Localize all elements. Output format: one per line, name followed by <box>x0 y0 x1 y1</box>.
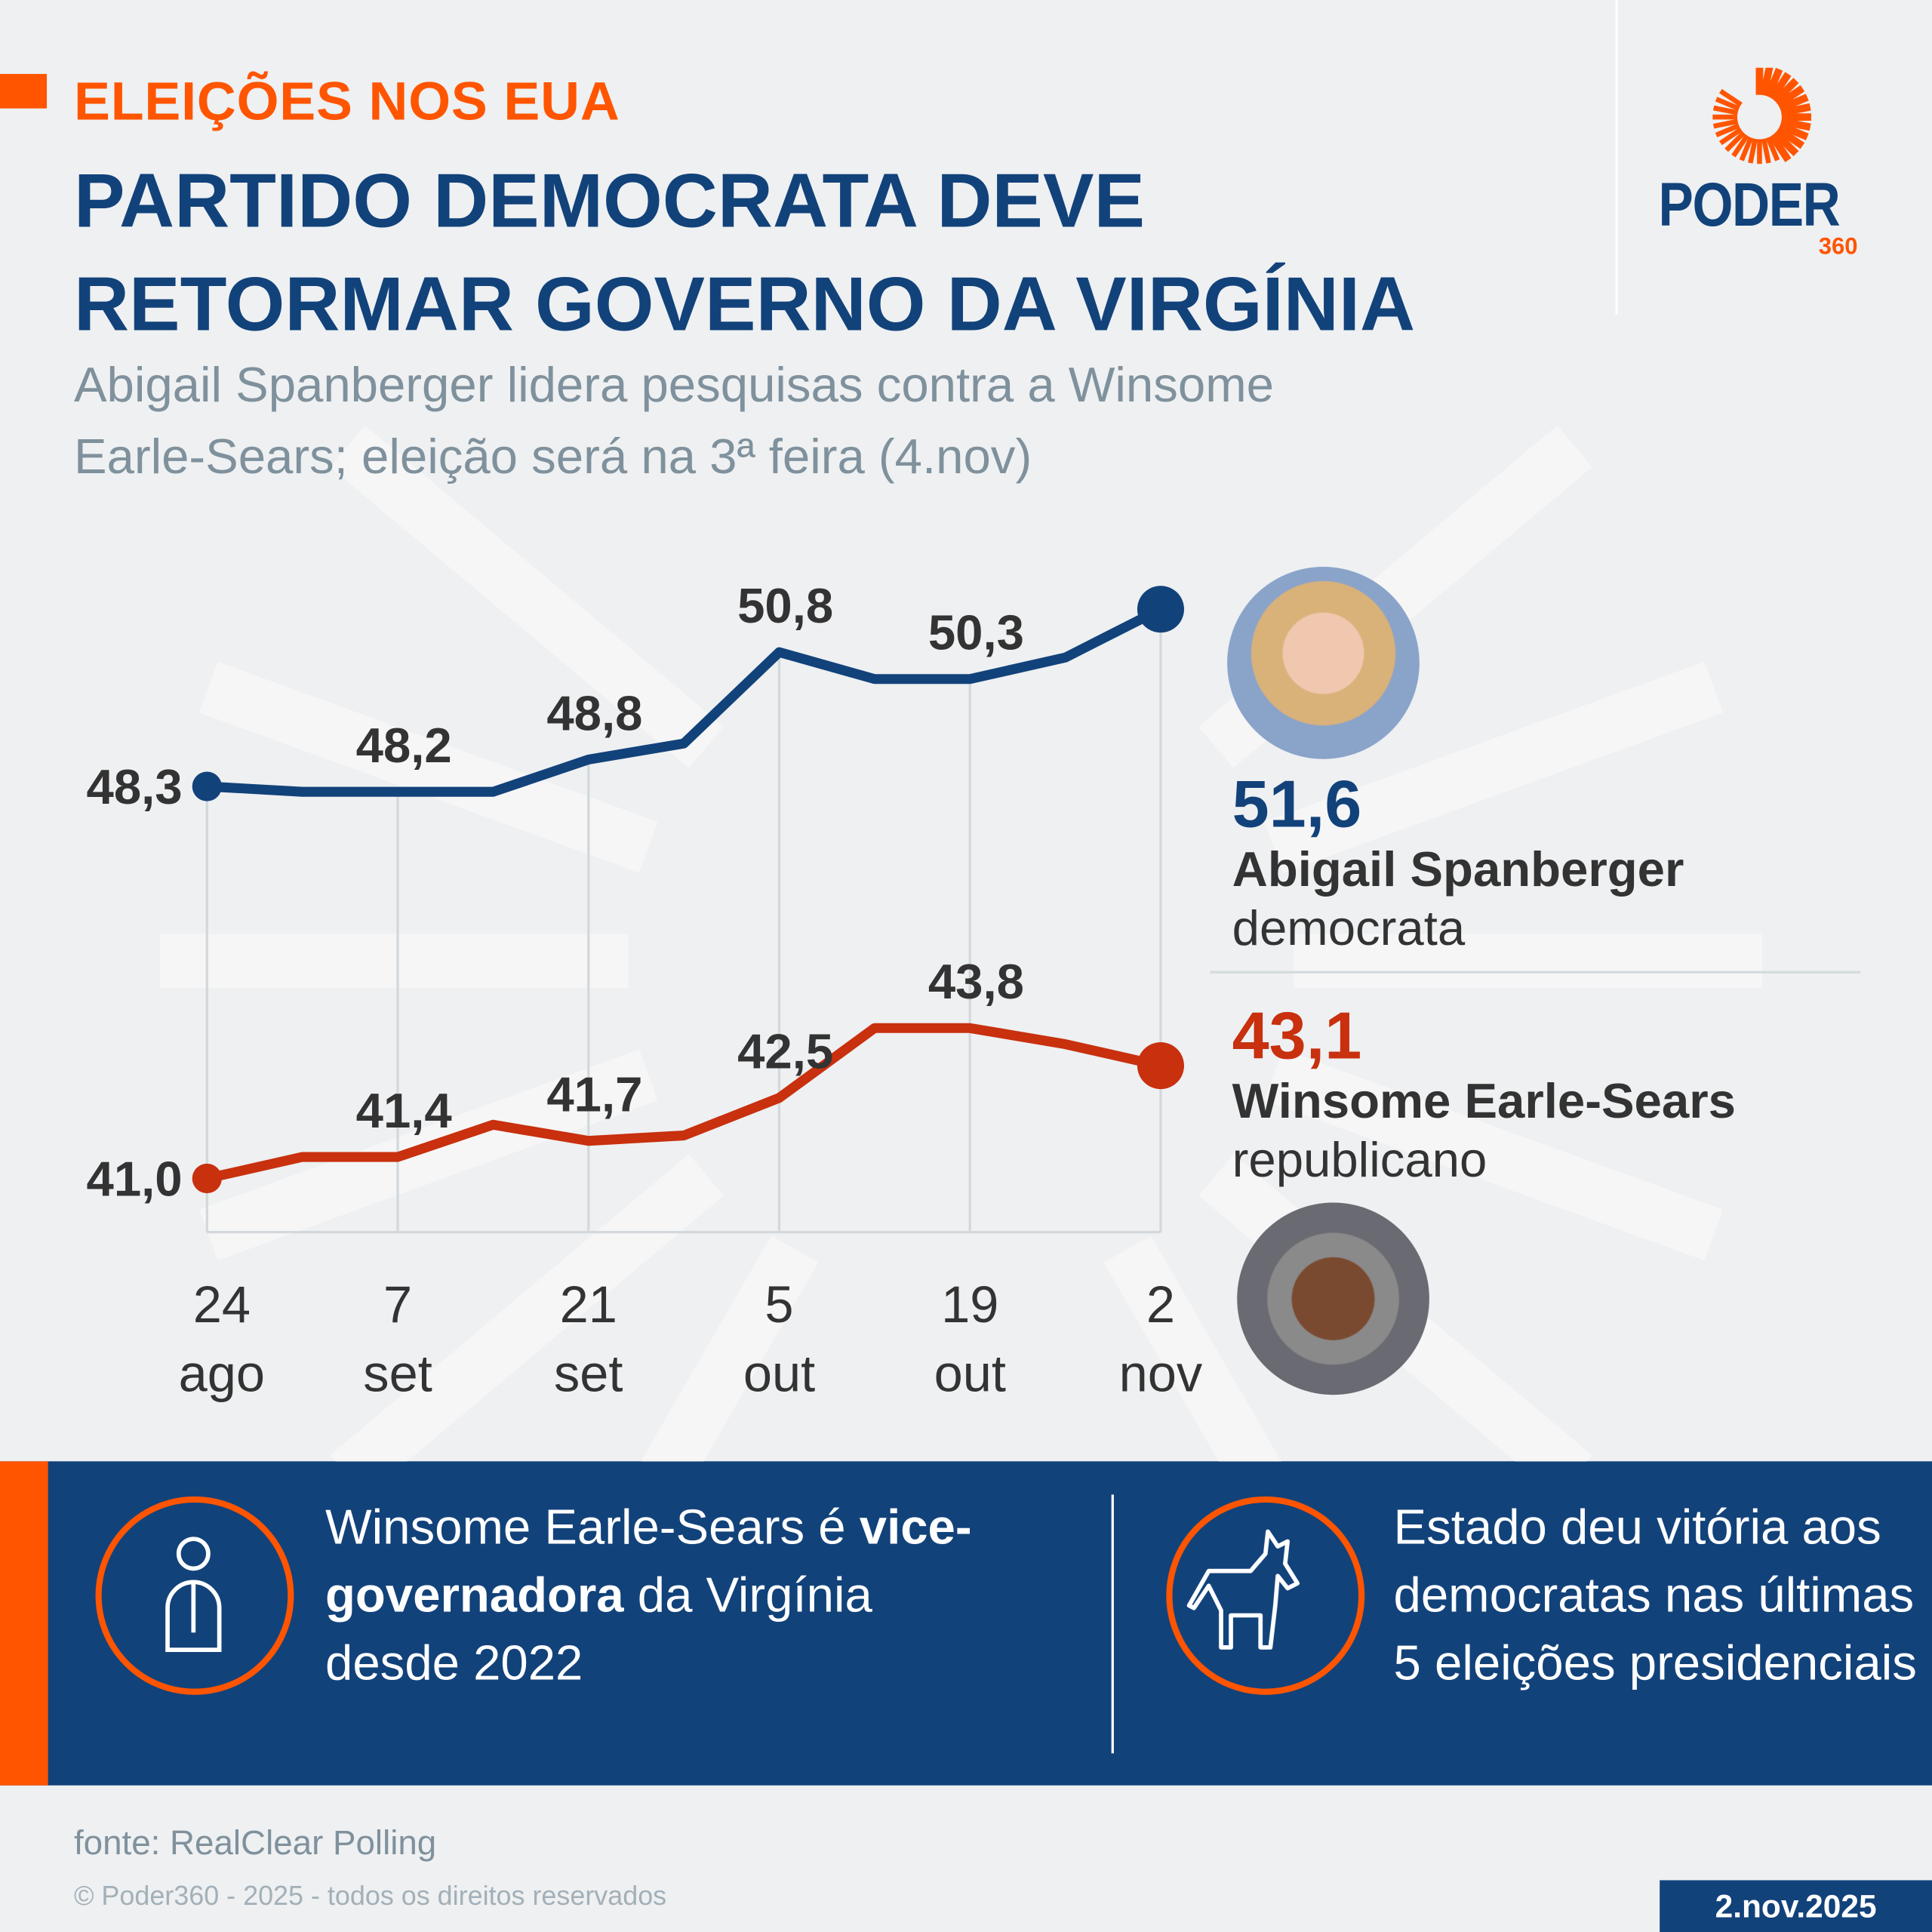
line-chart: 48,3 48,2 48,8 50,8 50,3 41,0 41,4 41,7 42,5 43,8… <box>87 578 1203 1402</box>
sun-ray <box>1715 123 1740 137</box>
spanberger-photo <box>1227 567 1420 759</box>
logo-number: 360 <box>1818 234 1858 260</box>
data-label: 43,8 <box>928 954 1024 1009</box>
sun-icon <box>1712 65 1811 165</box>
sun-ray <box>1778 94 1809 112</box>
sun-ray <box>1739 137 1754 162</box>
sun-ray <box>1772 78 1799 104</box>
tick-label: 7 <box>383 1275 412 1334</box>
fact-text: Winsome Earle-Sears é <box>325 1500 860 1555</box>
person-icon <box>95 1496 294 1695</box>
logo-word: PODER <box>1658 170 1841 239</box>
start-point <box>192 1163 222 1194</box>
tick-label: set <box>363 1344 432 1402</box>
donkey-icon <box>1166 1496 1365 1695</box>
earle-sears-value: 43,1 <box>1232 999 1362 1074</box>
tick-label: out <box>934 1344 1006 1402</box>
data-label: 41,4 <box>356 1083 452 1138</box>
fact-bold: vice-governadora <box>325 1500 972 1623</box>
start-point <box>192 771 222 801</box>
title-line: PARTIDO DEMOCRATA DEVE <box>73 158 1145 245</box>
copyright: © Poder360 - 2025 - todos os direitos re… <box>73 1880 667 1912</box>
sun-ray <box>1764 67 1783 98</box>
series-line-1 <box>205 1023 1162 1183</box>
publication-date: 2.nov.2025 <box>1660 1880 1932 1932</box>
earle-sears-party: republicano <box>1232 1134 1487 1188</box>
series-line-0 <box>206 605 1163 797</box>
sun-ray <box>1780 103 1811 117</box>
earle-sears-name: Winsome Earle-Sears <box>1232 1074 1736 1129</box>
sun-ray <box>1712 118 1739 129</box>
sun-ray <box>1724 131 1746 152</box>
data-label: 42,5 <box>737 1024 833 1079</box>
sun-ray <box>1761 138 1771 164</box>
sun-ray <box>1768 133 1792 162</box>
sun-ray <box>1755 65 1764 95</box>
sun-ray <box>1778 122 1809 140</box>
tick-label: 24 <box>193 1275 251 1334</box>
sun-ray <box>1712 114 1738 120</box>
sun-ray <box>1776 126 1805 149</box>
sun-ray <box>1719 127 1743 146</box>
subtitle: Abigail Spanberger lidera pesquisas cont… <box>74 350 1552 493</box>
sun-ray <box>1781 113 1811 121</box>
sun-ray <box>1765 137 1780 162</box>
sun-ray <box>1760 65 1774 97</box>
sun-ray <box>1757 139 1762 165</box>
fact-text: da Virgínia desde 2022 <box>325 1568 872 1690</box>
spanberger-party: democrata <box>1232 902 1466 956</box>
fact-2: Estado deu vitória aos democratas nas úl… <box>1393 1500 1917 1690</box>
facts-band <box>0 1461 1932 1786</box>
sun-ray <box>1780 118 1811 131</box>
poder360-logo: PODER 360 <box>1651 65 1873 265</box>
earle-sears-photo <box>1237 1202 1429 1395</box>
data-label: 48,2 <box>356 718 452 773</box>
sun-ray <box>1772 130 1799 157</box>
tick-label: nov <box>1119 1344 1203 1402</box>
tick-label: 19 <box>941 1275 998 1334</box>
sun-ray <box>1715 97 1740 111</box>
data-label: 41,0 <box>87 1151 183 1206</box>
spanberger-name: Abigail Spanberger <box>1232 842 1684 897</box>
tick-label: out <box>743 1344 815 1402</box>
divider <box>1615 0 1618 315</box>
data-label: 50,8 <box>737 578 833 633</box>
sun-ray <box>1768 72 1792 101</box>
source: fonte: RealClear Polling <box>73 1823 437 1862</box>
end-point <box>1137 1042 1184 1090</box>
divider <box>1210 971 1861 974</box>
end-point <box>1137 586 1184 633</box>
kicker: ELEIÇÕES NOS EUA <box>73 71 620 132</box>
page-title: PARTIDO DEMOCRATA DEVE RETORMAR GOVERNO … <box>74 150 1601 357</box>
sun-ray <box>1776 85 1805 108</box>
spanberger-value: 51,6 <box>1232 768 1362 842</box>
data-label: 48,3 <box>87 759 183 814</box>
tick-label: 2 <box>1146 1275 1175 1334</box>
data-label: 48,8 <box>546 685 642 740</box>
data-label: 41,7 <box>546 1067 642 1122</box>
title-line: RETORMAR GOVERNO DA VIRGÍNIA <box>73 262 1416 348</box>
tick-label: set <box>554 1344 623 1402</box>
divider <box>1111 1494 1114 1754</box>
tick-label: ago <box>179 1344 265 1402</box>
fact-1: Winsome Earle-Sears é vice-governadora d… <box>325 1494 1015 1697</box>
sun-ray <box>1712 105 1739 115</box>
subtitle-line: Abigail Spanberger lidera pesquisas cont… <box>73 358 1274 413</box>
sun-ray <box>1731 134 1749 158</box>
tick-label: 21 <box>560 1275 617 1334</box>
sun-ray <box>1748 138 1758 164</box>
sun-ray <box>1719 88 1743 107</box>
band-accent <box>0 1461 48 1786</box>
tick-label: 5 <box>764 1275 793 1334</box>
kicker-bar <box>0 73 48 109</box>
data-label: 50,3 <box>928 605 1024 660</box>
subtitle-line: Earle-Sears; eleição será na 3ª feira (4… <box>73 429 1032 485</box>
